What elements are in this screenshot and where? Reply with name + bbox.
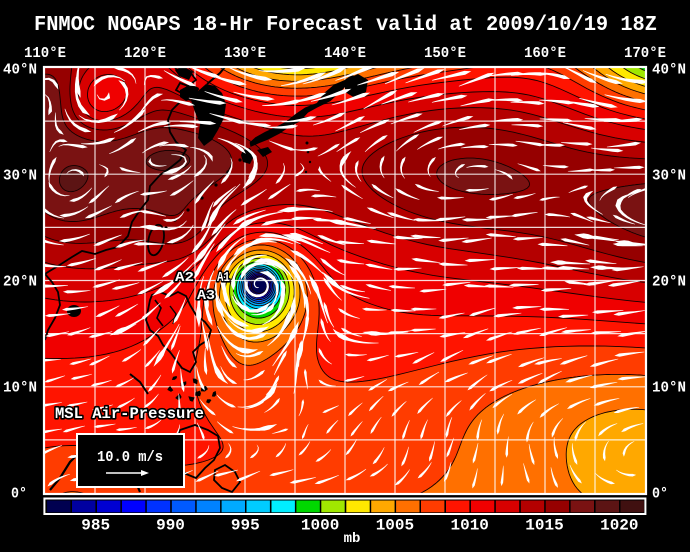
svg-text:170°E: 170°E (624, 45, 666, 62)
svg-text:1000: 1000 (301, 517, 339, 535)
svg-text:140°E: 140°E (324, 45, 366, 62)
svg-text:1005: 1005 (376, 517, 414, 535)
svg-text:10°N: 10°N (3, 380, 37, 397)
svg-text:1020: 1020 (600, 517, 638, 535)
svg-text:mb: mb (344, 531, 361, 547)
svg-text:30°N: 30°N (652, 168, 686, 185)
svg-text:150°E: 150°E (424, 45, 466, 62)
svg-text:A1: A1 (217, 270, 230, 286)
svg-text:130°E: 130°E (224, 45, 266, 62)
svg-text:120°E: 120°E (124, 45, 166, 62)
svg-text:0°: 0° (11, 486, 27, 503)
svg-text:A2: A2 (175, 270, 194, 286)
svg-text:40°N: 40°N (652, 62, 686, 79)
svg-text:20°N: 20°N (3, 274, 37, 291)
svg-text:10°N: 10°N (652, 380, 686, 397)
svg-text:995: 995 (231, 517, 260, 535)
svg-text:20°N: 20°N (652, 274, 686, 291)
svg-text:10.0 m/s: 10.0 m/s (97, 449, 163, 466)
svg-text:0°: 0° (652, 486, 668, 503)
svg-text:1010: 1010 (450, 517, 488, 535)
svg-text:30°N: 30°N (3, 168, 37, 185)
svg-text:A3: A3 (197, 288, 215, 304)
svg-text:40°N: 40°N (3, 62, 37, 79)
svg-text:160°E: 160°E (524, 45, 566, 62)
svg-text:MSL Air-Pressure: MSL Air-Pressure (55, 405, 204, 423)
svg-text:985: 985 (81, 517, 110, 535)
svg-text:FNMOC NOGAPS 18-Hr Forecast va: FNMOC NOGAPS 18-Hr Forecast valid at 200… (34, 14, 657, 37)
svg-text:990: 990 (156, 517, 185, 535)
svg-text:110°E: 110°E (24, 45, 66, 62)
svg-text:1015: 1015 (525, 517, 563, 535)
